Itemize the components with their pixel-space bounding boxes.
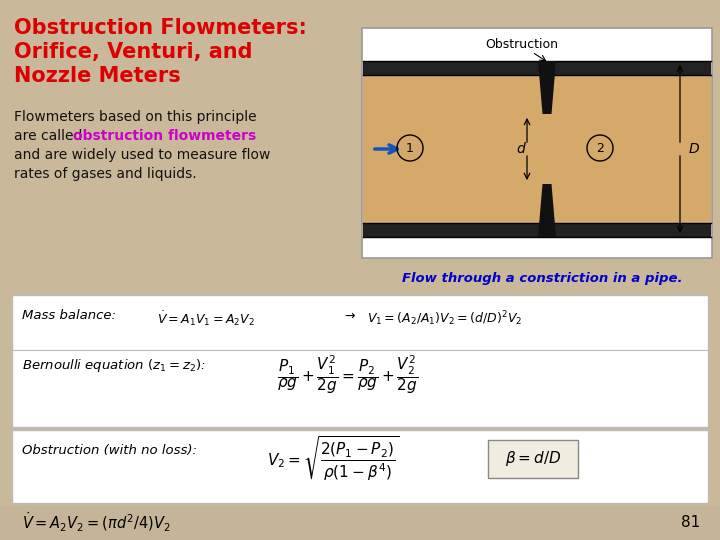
Bar: [0, 505, 720, 540]
Bar: [363, 223, 711, 237]
Text: rates of gases and liquids.: rates of gases and liquids.: [14, 167, 197, 181]
Text: Obstruction: Obstruction: [485, 38, 559, 51]
Text: Obstruction Flowmeters:: Obstruction Flowmeters:: [14, 18, 307, 38]
Text: D: D: [689, 142, 699, 156]
Text: Obstruction (with no loss):: Obstruction (with no loss):: [22, 444, 197, 457]
Text: are called: are called: [14, 129, 86, 143]
Bar: [363, 61, 711, 75]
Text: $\rightarrow$: $\rightarrow$: [342, 309, 356, 322]
Text: Mass balance:: Mass balance:: [22, 309, 116, 322]
Text: Flowmeters based on this principle: Flowmeters based on this principle: [14, 110, 256, 124]
Bar: [363, 75, 711, 223]
Polygon shape: [538, 61, 556, 114]
Bar: [12, 430, 708, 503]
Text: $\dfrac{P_1}{\rho g} + \dfrac{V_1^2}{2g} = \dfrac{P_2}{\rho g} + \dfrac{V_2^2}{2: $\dfrac{P_1}{\rho g} + \dfrac{V_1^2}{2g}…: [277, 353, 418, 396]
Text: Nozzle Meters: Nozzle Meters: [14, 66, 181, 86]
Text: Orifice, Venturi, and: Orifice, Venturi, and: [14, 42, 253, 62]
Text: 81: 81: [680, 515, 700, 530]
Text: 2: 2: [596, 143, 604, 156]
Text: 1: 1: [406, 143, 414, 156]
Text: obstruction flowmeters: obstruction flowmeters: [73, 129, 256, 143]
Text: $V_1 = (A_2/A_1)V_2 = (d/D)^2V_2$: $V_1 = (A_2/A_1)V_2 = (d/D)^2V_2$: [367, 309, 522, 328]
Bar: [12, 295, 708, 427]
Polygon shape: [538, 184, 556, 237]
Text: Flow through a constriction in a pipe.: Flow through a constriction in a pipe.: [402, 272, 683, 285]
Text: $V_2 = \sqrt{\dfrac{2(P_1 - P_2)}{\rho(1 - \beta^4)}}$: $V_2 = \sqrt{\dfrac{2(P_1 - P_2)}{\rho(1…: [267, 434, 399, 482]
Bar: [488, 440, 578, 478]
Text: Bernoulli equation $(z_1 = z_2)$:: Bernoulli equation $(z_1 = z_2)$:: [22, 357, 206, 374]
Text: d: d: [516, 142, 525, 156]
Text: $\dot{V} = A_1V_1 = A_2V_2$: $\dot{V} = A_1V_1 = A_2V_2$: [157, 309, 255, 328]
Text: $\dot{V} = A_2V_2 = (\pi d^2/4)V_2$: $\dot{V} = A_2V_2 = (\pi d^2/4)V_2$: [22, 511, 171, 534]
Text: $\beta = d/D$: $\beta = d/D$: [505, 449, 561, 469]
Bar: [362, 28, 712, 258]
Text: and are widely used to measure flow: and are widely used to measure flow: [14, 148, 271, 162]
